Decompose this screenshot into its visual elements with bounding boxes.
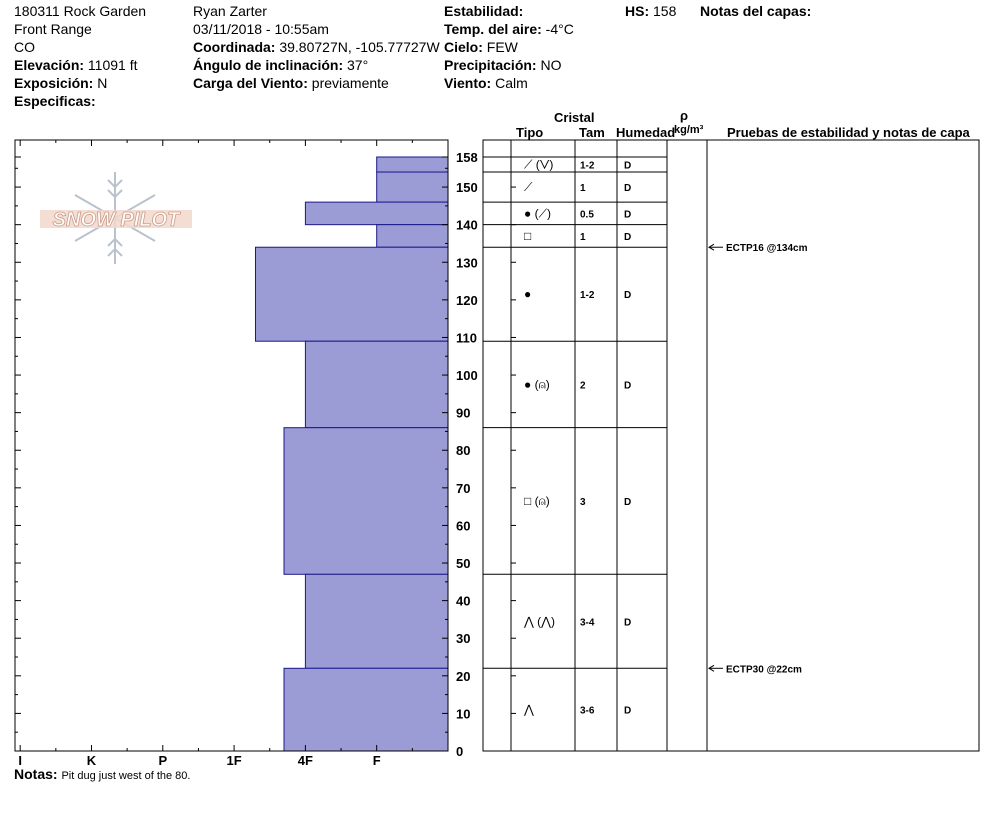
hardness-bar	[283, 427, 449, 575]
y-tick-label: 70	[456, 481, 470, 496]
y-tick-label: 30	[456, 631, 470, 646]
x-tick-label: 1F	[227, 753, 242, 768]
state-name: CO	[14, 39, 35, 55]
x-tick-label: I	[18, 753, 22, 768]
y-tick-label: 130	[456, 255, 478, 270]
exposure: Exposición: N	[14, 75, 108, 91]
grain-type-symbol: ● (⟋)	[524, 206, 551, 220]
sky-cover: Cielo: FEW	[444, 39, 518, 55]
wind-loading: Carga del Viento: previamente	[193, 75, 389, 91]
moisture-value: D	[624, 617, 631, 628]
hardness-bar	[376, 171, 449, 203]
grain-size: 1-2	[580, 161, 595, 172]
range-name: Front Range	[14, 21, 92, 37]
site-name: 180311 Rock Garden	[14, 3, 147, 19]
x-tick-label: P	[158, 753, 167, 768]
grain-size: 3-4	[580, 617, 595, 628]
crystal-header: Cristal	[554, 110, 595, 125]
x-tick-label: K	[87, 753, 97, 768]
layer-notes-label: Notas del capas:	[700, 3, 812, 19]
grain-size: 1-2	[580, 290, 595, 301]
hardness-bar	[254, 246, 449, 342]
y-tick-label: 60	[456, 518, 470, 533]
stability-test-label: ECTP16 @134cm	[726, 243, 808, 254]
hardness-bar	[376, 156, 449, 173]
air-temp: Temp. del aire: -4°C	[444, 21, 574, 37]
snowpilot-logo: SNOW PILOT	[40, 172, 192, 264]
grain-type-symbol: ⋀	[523, 703, 534, 717]
moisture-value: D	[624, 209, 631, 220]
moisture-value: D	[624, 161, 631, 172]
grain-type-symbol: ● (⍝)	[524, 377, 550, 391]
density-symbol: ρ	[680, 108, 689, 123]
size-header: Tam	[579, 125, 605, 140]
moisture-value: D	[624, 380, 631, 391]
chart-frame	[14, 139, 449, 752]
specifics-label: Especificas:	[14, 93, 96, 109]
grain-type-symbol: □	[524, 229, 531, 243]
grain-type-symbol: ⟋	[524, 180, 533, 194]
y-tick-label: 50	[456, 556, 470, 571]
y-tick-label: 80	[456, 443, 470, 458]
moisture-value: D	[624, 183, 631, 194]
y-tick-label: 20	[456, 669, 470, 684]
hardness-bar	[304, 201, 449, 226]
observation-datetime: 03/11/2018 - 10:55am	[193, 21, 329, 37]
precipitation: Precipitación: NO	[444, 57, 562, 73]
y-tick-label: 140	[456, 218, 478, 233]
layer-table-frame	[482, 139, 980, 752]
stability-label: Estabilidad:	[444, 3, 524, 19]
hardness-bar	[304, 340, 449, 429]
elevation: Elevación: 11091 ft	[14, 57, 138, 73]
moisture-value: D	[624, 232, 631, 243]
moisture-value: D	[624, 497, 631, 508]
coordinates: Coordinada: 39.80727N, -105.77727W	[193, 39, 440, 55]
stability-test-arrowhead	[708, 243, 715, 251]
stability-test-label: ECTP30 @22cm	[726, 664, 802, 675]
stability-test-arrowhead	[708, 664, 715, 672]
grain-type-symbol: ⋀ (⋀)	[523, 614, 555, 628]
snow-height: HS: 158	[625, 3, 677, 19]
grain-type-symbol: ●	[524, 287, 531, 301]
grain-size: 0.5	[580, 209, 594, 220]
grain-type-symbol: □ (⍝)	[524, 494, 550, 508]
x-tick-label: F	[373, 753, 381, 768]
x-tick-label: 4F	[298, 753, 313, 768]
observer-name: Ryan Zarter	[193, 3, 267, 19]
wind: Viento: Calm	[444, 75, 528, 91]
y-tick-label: 40	[456, 594, 470, 609]
y-tick-label: 158	[456, 150, 478, 165]
y-tick-label: 120	[456, 293, 478, 308]
grain-type-symbol: ⟋ (⋁)	[524, 158, 553, 172]
grain-size: 3-6	[580, 706, 595, 717]
grain-size: 3	[580, 497, 586, 508]
grain-size: 2	[580, 380, 586, 391]
grain-size: 1	[580, 183, 586, 194]
notes-label: Notas:	[14, 766, 58, 782]
moisture-header: Humedad	[616, 125, 676, 140]
notes-value: Pit dug just west of the 80.	[61, 770, 191, 782]
y-tick-label: 10	[456, 706, 470, 721]
hardness-bar	[376, 224, 449, 248]
y-tick-label: 0	[456, 744, 463, 759]
hardness-bar	[304, 573, 449, 669]
notes: Notas: Pit dug just west of the 80.	[14, 766, 190, 785]
y-tick-label: 110	[456, 330, 477, 345]
logo-text: SNOW PILOT	[53, 209, 181, 231]
moisture-value: D	[624, 706, 631, 717]
grain-size: 1	[580, 232, 586, 243]
y-tick-label: 100	[456, 368, 478, 383]
slope-angle: Ángulo de inclinación: 37°	[193, 57, 369, 73]
density-unit: kg/m³	[674, 124, 704, 136]
y-tick-label: 150	[456, 180, 478, 195]
hardness-bar	[283, 667, 449, 752]
moisture-value: D	[624, 290, 631, 301]
type-header: Tipo	[516, 125, 544, 140]
y-tick-label: 90	[456, 406, 470, 421]
tests-header: Pruebas de estabilidad y notas de capa	[727, 125, 970, 140]
